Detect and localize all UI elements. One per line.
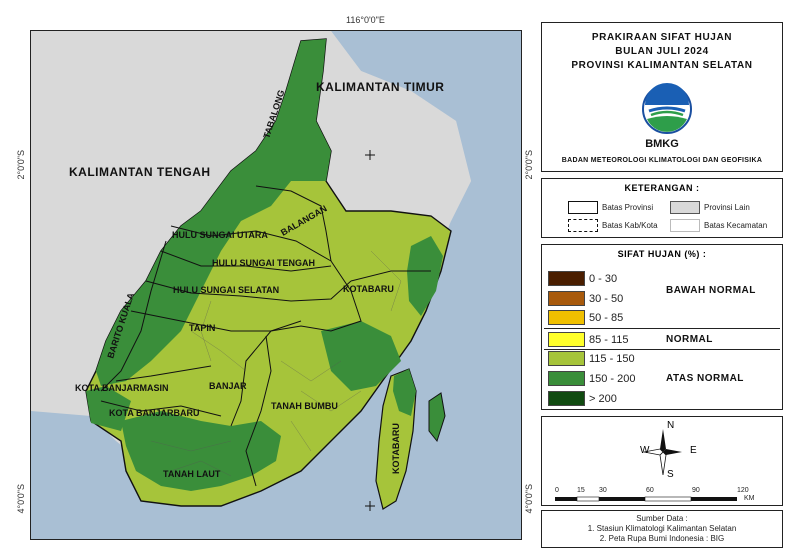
compass-east-label: E [690, 445, 697, 456]
legend-swatch-4 [548, 351, 585, 366]
bmkg-logo-text: BMKG [645, 138, 679, 150]
ket-provinsi-lain-label: Provinsi Lain [704, 203, 750, 212]
label-tapin: TAPIN [189, 323, 215, 333]
source-line-1: 1. Stasiun Klimatologi Kalimantan Selata… [587, 524, 737, 533]
ket-batas-provinsi: Batas Provinsi [568, 201, 653, 214]
scale-unit: KM [744, 495, 755, 502]
legend-row-4: 115 - 150 [548, 351, 635, 366]
label-kalteng: KALIMANTAN TENGAH [69, 165, 211, 179]
region-150-200-south [121, 411, 281, 491]
ket-batas-kabkota-swatch [568, 219, 598, 232]
legend-swatch-0 [548, 271, 585, 286]
label-hsu: HULU SUNGAI UTARA [172, 230, 268, 240]
label-tanah-bumbu: TANAH BUMBU [271, 401, 338, 411]
scale-tick-15: 15 [577, 487, 585, 494]
label-hst: HULU SUNGAI TENGAH [212, 258, 315, 268]
legend-row-0: 0 - 30 [548, 271, 617, 286]
bmkg-logo-icon [642, 83, 692, 134]
map-frame[interactable]: KALIMANTAN TIMUR KALIMANTAN TENGAH TABAL… [30, 30, 522, 540]
keterangan-panel: KETERANGAN : Batas Provinsi Provinsi Lai… [541, 178, 783, 238]
ket-batas-provinsi-label: Batas Provinsi [602, 203, 654, 212]
ket-batas-kabkota-label: Batas Kab/Kota [602, 221, 658, 230]
region-150-200-north [96, 39, 331, 386]
keterangan-heading: KETERANGAN : [624, 183, 700, 193]
label-tanah-laut: TANAH LAUT [163, 469, 221, 479]
title-line-3: PROVINSI KALIMANTAN SELATAN [571, 60, 753, 71]
label-kotabaru-main: KOTABARU [343, 284, 394, 294]
ket-batas-kabkota: Batas Kab/Kota [568, 219, 658, 232]
label-hss: HULU SUNGAI SELATAN [173, 285, 279, 295]
ket-batas-kecamatan-label: Batas Kecamatan [704, 221, 768, 230]
legend-swatch-3 [548, 332, 585, 347]
coord-right-4s: 4°0'0"S [524, 484, 534, 514]
scale-bar [555, 496, 737, 502]
legend-label-1: 30 - 50 [589, 292, 624, 305]
label-banjar: BANJAR [209, 381, 247, 391]
coord-left-2s: 2°0'0"S [16, 150, 26, 180]
ket-batas-provinsi-swatch [568, 201, 598, 214]
ket-batas-kecamatan: Batas Kecamatan [670, 219, 767, 232]
legend-swatch-6 [548, 391, 585, 406]
map-svg: KALIMANTAN TIMUR KALIMANTAN TENGAH TABAL… [31, 31, 521, 539]
legend-divider-1 [544, 328, 780, 329]
category-bawah-normal: BAWAH NORMAL [666, 285, 756, 296]
compass-rose-icon [643, 429, 682, 476]
legend-row-2: 50 - 85 [548, 310, 623, 325]
region-150-200-tanahbumbu [321, 321, 401, 391]
category-normal: NORMAL [666, 334, 713, 345]
title-line-1: PRAKIRAAN SIFAT HUJAN [591, 32, 733, 43]
title-panel: PRAKIRAAN SIFAT HUJAN BULAN JULI 2024 PR… [541, 22, 783, 172]
label-kota-banjarmasin: KOTA BANJARMASIN [75, 383, 169, 393]
compass-north-label: N [667, 420, 675, 431]
label-kaltim: KALIMANTAN TIMUR [316, 80, 444, 94]
legend-label-5: 150 - 200 [589, 372, 636, 385]
category-atas-normal: ATAS NORMAL [666, 373, 744, 384]
graticule-crosses [365, 150, 375, 511]
legend-row-3: 85 - 115 [548, 332, 629, 347]
legend-divider-2 [544, 349, 780, 350]
kecamatan-boundaries [150, 250, 402, 477]
island-pulau-laut-green [393, 369, 416, 416]
compass-west-label: W [640, 445, 650, 456]
coord-top-116e: 116°0'0"E [346, 15, 385, 25]
legend-row-5: 150 - 200 [548, 371, 635, 386]
legend-label-3: 85 - 115 [589, 333, 629, 346]
ket-batas-kecamatan-swatch [670, 219, 700, 232]
legend-swatch-1 [548, 291, 585, 306]
label-kotabaru-island: KOTABARU [391, 423, 401, 474]
scale-tick-120: 120 [737, 487, 749, 494]
legend-row-1: 30 - 50 [548, 291, 623, 306]
agency-name: BADAN METEOROLOGI KLIMATOLOGI DAN GEOFIS… [561, 157, 763, 164]
label-kota-banjarbaru: KOTA BANJARBARU [109, 408, 200, 418]
legend-swatch-5 [548, 371, 585, 386]
ket-provinsi-lain-swatch [670, 201, 700, 214]
coord-left-4s: 4°0'0"S [16, 484, 26, 514]
title-line-2: BULAN JULI 2024 [615, 46, 709, 57]
legend-swatch-2 [548, 310, 585, 325]
scale-tick-30: 30 [599, 487, 607, 494]
compass-south-label: S [667, 469, 674, 480]
legend-label-4: 115 - 150 [589, 352, 635, 365]
ket-provinsi-lain: Provinsi Lain [670, 201, 750, 214]
compass-scale-panel: N S W E 0 15 30 60 90 120 KM [541, 416, 783, 506]
island-small [428, 392, 446, 443]
coord-right-2s: 2°0'0"S [524, 150, 534, 180]
scale-tick-90: 90 [692, 487, 700, 494]
legend-label-2: 50 - 85 [589, 311, 624, 324]
source-line-2: 2. Peta Rupa Bumi Indonesia : BIG [599, 534, 725, 543]
legend-label-6: > 200 [589, 392, 617, 405]
legend-row-6: > 200 [548, 391, 617, 406]
bmkg-logo [641, 83, 693, 140]
region-150-200-kotabaru [407, 236, 443, 316]
legend-label-0: 0 - 30 [589, 272, 618, 285]
source-heading: Sumber Data : [636, 514, 688, 523]
legend-heading: SIFAT HUJAN (%) : [617, 249, 707, 259]
scale-tick-60: 60 [646, 487, 654, 494]
scale-tick-0: 0 [555, 487, 559, 494]
region-150-200-west [86, 386, 131, 431]
source-panel: Sumber Data : 1. Stasiun Klimatologi Kal… [541, 510, 783, 548]
legend-panel: SIFAT HUJAN (%) : 0 - 30 30 - 50 50 - 85… [541, 244, 783, 410]
